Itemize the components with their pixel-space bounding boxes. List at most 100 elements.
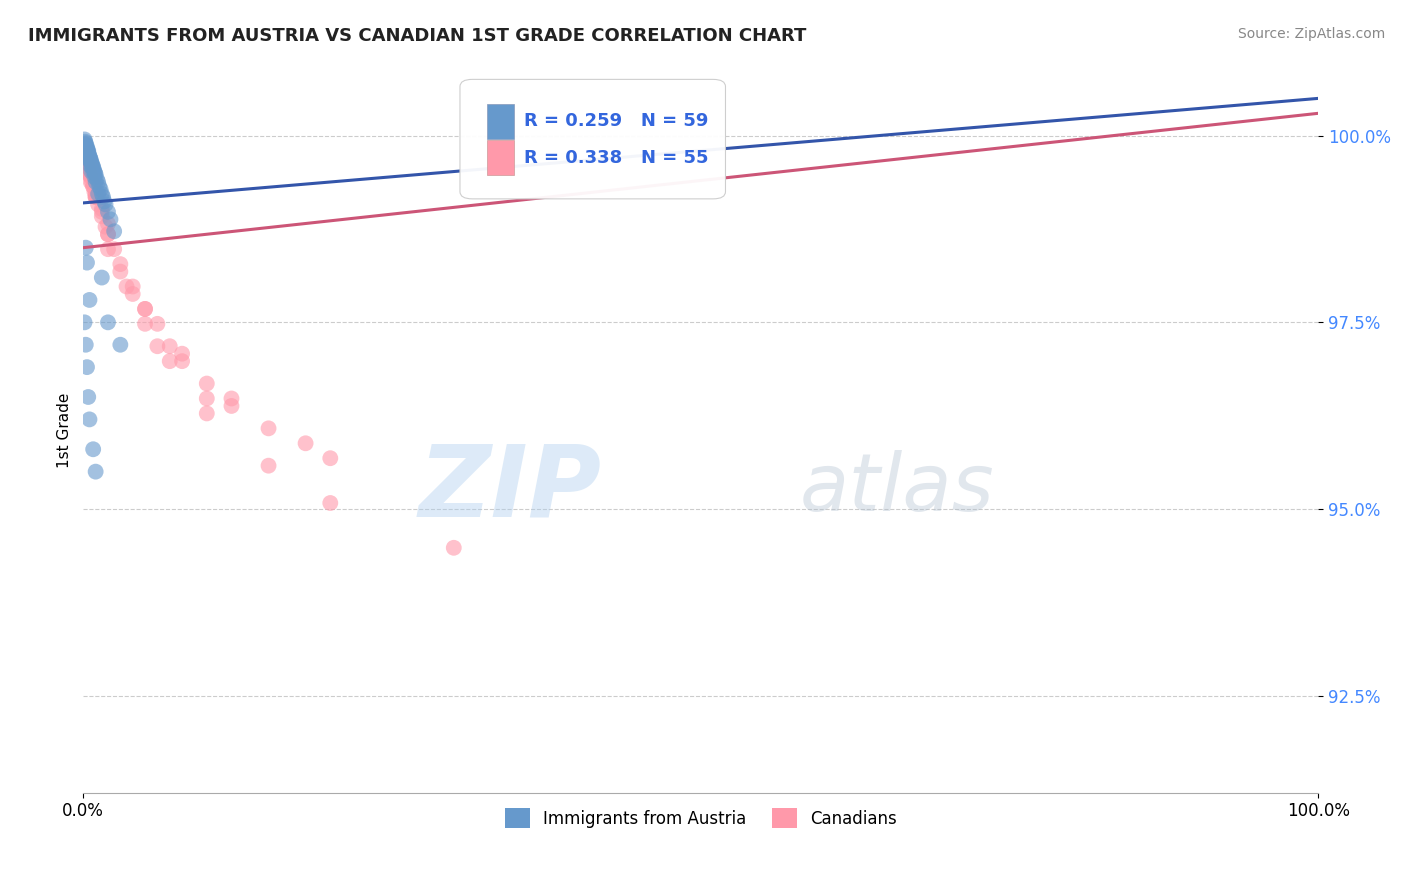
Point (319, 451, 342, 466)
Point (87, 186, 110, 201)
Point (103, 242, 125, 256)
FancyBboxPatch shape (460, 79, 725, 199)
Point (77, 144, 100, 158)
Point (443, 541, 465, 555)
Point (115, 279, 138, 293)
Point (134, 301, 156, 316)
Point (195, 406, 218, 420)
Point (82, 159, 104, 173)
Point (103, 224, 125, 238)
Point (75, 241, 97, 255)
Point (172, 354, 194, 368)
Point (91, 190, 114, 204)
Point (76, 147, 98, 161)
Point (195, 392, 218, 406)
Point (90, 182, 112, 196)
Point (80, 157, 103, 171)
Bar (486, 140, 515, 175)
Point (77, 390, 100, 404)
Point (75, 136, 97, 151)
Point (76, 159, 98, 173)
Point (73, 144, 96, 158)
Point (76, 360, 98, 375)
Text: atlas: atlas (800, 450, 994, 527)
Point (82, 164, 104, 178)
Point (319, 496, 342, 510)
Point (83, 164, 105, 178)
Point (110, 257, 132, 271)
Point (77, 160, 100, 174)
Point (121, 279, 143, 293)
Point (77, 164, 100, 178)
Point (87, 175, 110, 189)
Point (84, 190, 107, 204)
Point (80, 154, 103, 169)
Point (134, 301, 156, 316)
Point (83, 169, 105, 184)
Point (80, 175, 103, 189)
Point (84, 465, 107, 479)
Point (110, 264, 132, 278)
Point (75, 150, 97, 164)
Point (97, 227, 120, 242)
Point (79, 412, 101, 426)
Point (221, 392, 243, 406)
Point (84, 175, 107, 189)
Point (73, 315, 96, 329)
Point (84, 186, 107, 201)
Point (94, 219, 117, 234)
Point (134, 317, 156, 331)
Point (121, 287, 143, 301)
Point (79, 150, 101, 164)
Point (87, 197, 110, 211)
Point (90, 270, 112, 285)
Point (90, 186, 112, 201)
Point (80, 169, 103, 184)
Point (79, 164, 101, 178)
Point (83, 185, 105, 199)
Point (94, 197, 117, 211)
Text: ZIP: ZIP (419, 440, 602, 537)
Point (146, 317, 169, 331)
Point (76, 142, 98, 156)
Point (77, 145, 100, 160)
Point (76, 140, 98, 154)
Point (82, 179, 104, 194)
Point (79, 293, 101, 307)
Point (77, 147, 100, 161)
Point (80, 153, 103, 167)
Point (84, 190, 107, 204)
Point (75, 140, 97, 154)
Point (80, 164, 103, 178)
Point (76, 255, 98, 269)
Point (90, 210, 112, 224)
Point (146, 339, 169, 353)
Point (83, 162, 105, 177)
Point (73, 132, 96, 146)
Point (77, 153, 100, 167)
Point (75, 337, 97, 351)
Point (80, 154, 103, 169)
Point (80, 175, 103, 189)
Point (221, 399, 243, 413)
Point (110, 337, 132, 351)
Point (82, 160, 104, 174)
Point (90, 205, 112, 219)
Point (257, 458, 280, 473)
Point (75, 137, 97, 152)
Y-axis label: 1st Grade: 1st Grade (58, 392, 72, 468)
Point (79, 159, 101, 173)
Point (89, 179, 111, 194)
Point (84, 190, 107, 204)
Point (257, 421, 280, 435)
Text: Source: ZipAtlas.com: Source: ZipAtlas.com (1237, 27, 1385, 41)
Point (79, 168, 101, 182)
Point (294, 436, 316, 450)
Point (97, 242, 120, 256)
Point (75, 142, 97, 156)
Point (159, 354, 181, 368)
Point (76, 144, 98, 158)
Point (90, 202, 112, 216)
Point (195, 376, 218, 391)
Text: IMMIGRANTS FROM AUSTRIA VS CANADIAN 1ST GRADE CORRELATION CHART: IMMIGRANTS FROM AUSTRIA VS CANADIAN 1ST … (28, 27, 807, 45)
